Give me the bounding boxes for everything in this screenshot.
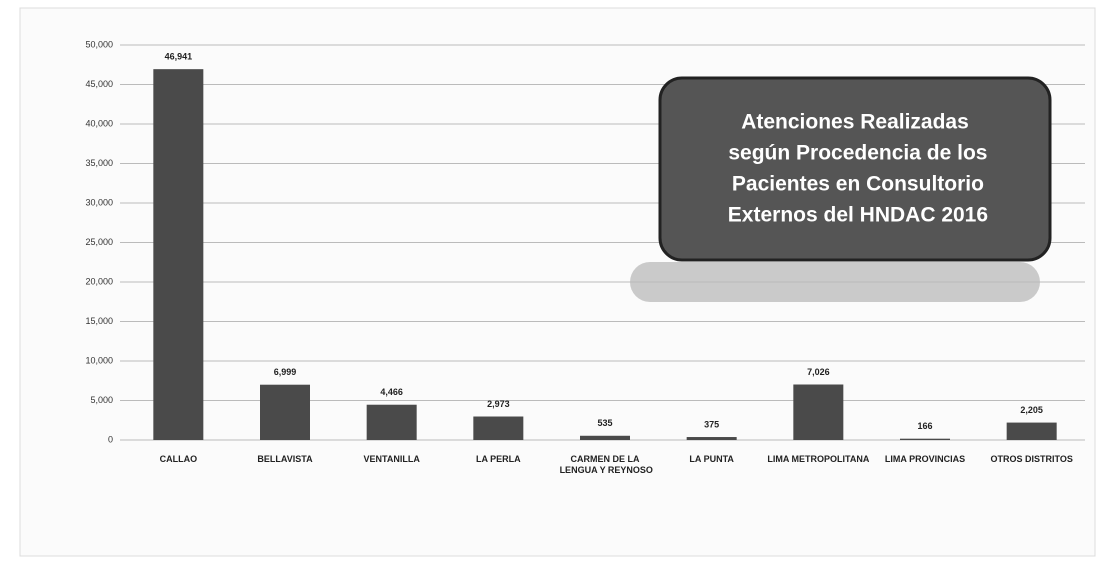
x-tick-label: BELLAVISTA [257,454,313,464]
bar [580,435,630,440]
x-tick-label: OTROS DISTRITOS [990,454,1072,464]
x-tick-label: CARMEN DE LA LENGUA Y REYNOSO [557,454,653,475]
value-label: 46,941 [165,52,193,62]
x-tick-label: VENTANILLA [363,454,420,464]
y-tick-label: 50,000 [85,39,113,49]
bar [900,438,950,440]
value-label: 375 [704,419,719,429]
title-background [658,76,1052,262]
value-label: 2,205 [1020,405,1043,415]
y-tick-label: 15,000 [85,316,113,326]
y-tick-label: 10,000 [85,355,113,365]
bar [366,404,417,440]
x-tick-label: LA PERLA [476,454,521,464]
y-tick-label: 45,000 [85,79,113,89]
x-tick-label: LIMA METROPOLITANA [767,454,869,464]
bar [686,437,737,440]
y-tick-label: 0 [108,434,113,444]
y-tick-label: 30,000 [85,197,113,207]
x-tick-label: LA PUNTA [689,454,734,464]
bar [793,384,844,440]
title-box: Atenciones Realizadas según Procedencia … [658,76,1052,262]
value-label: 166 [917,421,932,431]
bar [260,384,310,440]
bar [1006,422,1057,440]
y-tick-label: 25,000 [85,237,113,247]
y-tick-label: 40,000 [85,118,113,128]
y-tick-label: 20,000 [85,276,113,286]
y-tick-label: 35,000 [85,158,113,168]
bar [153,69,204,440]
value-label: 4,466 [380,387,403,397]
value-label: 2,973 [487,399,510,409]
chart-title: Atenciones Realizadas según Procedencia … [722,110,988,226]
x-tick-label: LIMA PROVINCIAS [885,454,965,464]
bar [473,416,524,440]
x-tick-label: CALLAO [160,454,198,464]
value-label: 7,026 [807,367,830,377]
y-tick-label: 5,000 [90,395,113,405]
value-label: 6,999 [274,367,297,377]
value-label: 535 [597,418,612,428]
